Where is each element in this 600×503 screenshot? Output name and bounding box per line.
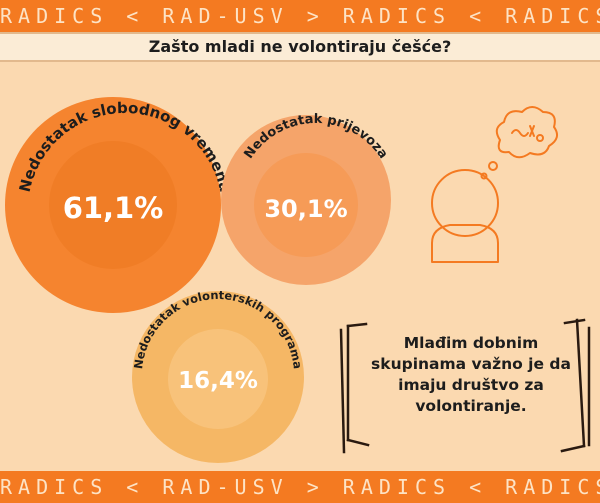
thought-bubble-icon: [480, 106, 559, 180]
bubble-free-time-inner: [49, 141, 177, 269]
bubble-transport-inner: [254, 153, 358, 257]
bubble-programs-value: 16,4%: [178, 368, 258, 394]
title-bar: Zašto mladi ne volontiraju češće?: [0, 32, 600, 62]
bubble-transport: Nedostatak prijevoza 30,1%: [221, 112, 391, 285]
bubble-free-time-value: 61,1%: [63, 191, 164, 225]
note-frame: [339, 318, 591, 454]
bubble-programs-inner: [168, 329, 268, 429]
bubble-programs: Nedostatak volonterskih programa 16,4%: [131, 288, 305, 463]
bubble-free-time: Nedostatak slobodnog vremena 61,1%: [5, 97, 234, 313]
bubble-transport-value: 30,1%: [264, 195, 347, 223]
thinking-person-icon: [431, 169, 499, 263]
top-banner-pattern: RADICS < RAD-USV > RADICS < RADICS: [0, 4, 600, 28]
bottom-banner-pattern: RADICS < RAD-USV > RADICS < RADICS: [0, 475, 600, 499]
bottom-banner: RADICS < RAD-USV > RADICS < RADICS: [0, 471, 600, 503]
note-text: Mlađim dobnim skupinama važno je da imaj…: [371, 334, 571, 415]
page-title: Zašto mladi ne volontiraju češće?: [148, 37, 452, 56]
top-banner: RADICS < RAD-USV > RADICS < RADICS: [0, 0, 600, 32]
